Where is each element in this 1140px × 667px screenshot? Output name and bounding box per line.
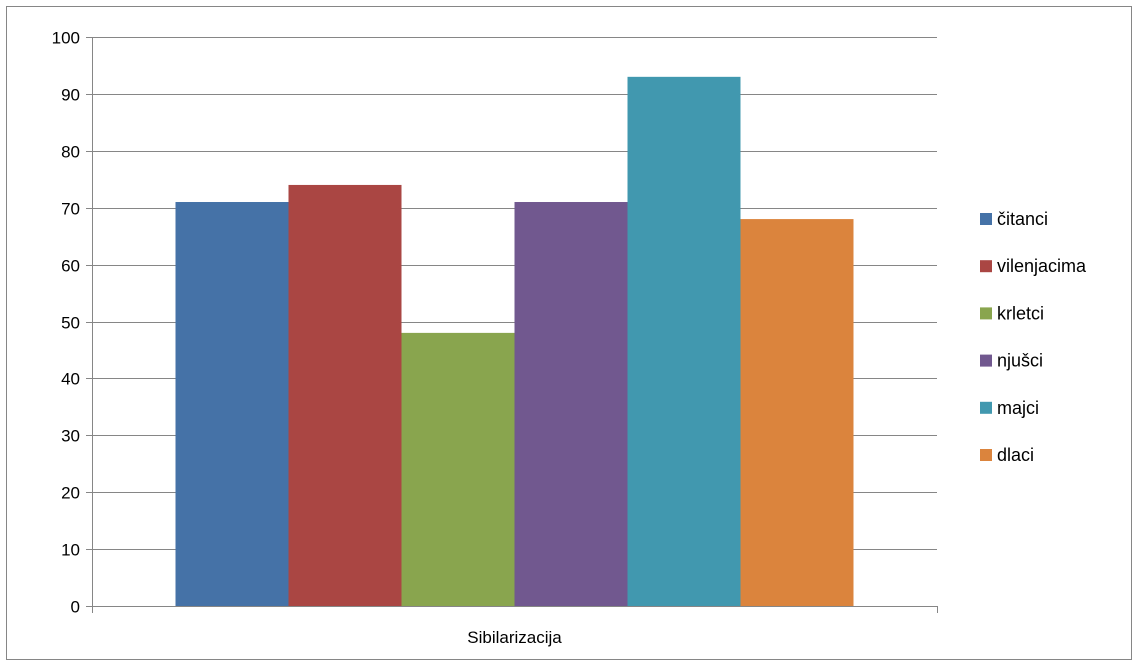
- legend: čitanci vilenjacima krletci njušci majci dlac…: [980, 209, 1087, 465]
- legend-label: čitanci: [997, 209, 1048, 229]
- y-tick-label: 100: [52, 29, 80, 48]
- legend-label: njušci: [997, 351, 1043, 371]
- y-tick-label: 20: [61, 484, 80, 503]
- legend-swatch-čitanci: [980, 213, 992, 225]
- y-tick-labels: 0 10 20 30 40 50 60 70 80 90 100: [52, 29, 80, 617]
- legend-swatch-njušci: [980, 354, 992, 367]
- legend-swatch-majci: [980, 401, 992, 414]
- bar-čitanci: [175, 202, 289, 606]
- y-tick-label: 90: [61, 86, 80, 105]
- y-tick-label: 50: [61, 314, 80, 333]
- bar-krletci: [401, 332, 515, 606]
- legend-label: vilenjacima: [997, 256, 1087, 276]
- bar-vilenjacima: [288, 184, 402, 606]
- y-tick-label: 0: [71, 598, 80, 617]
- x-tick-labels: Sibilarizacija: [467, 628, 562, 647]
- y-tick-label: 40: [61, 370, 80, 389]
- x-tick-label: Sibilarizacija: [467, 628, 562, 647]
- axes: [86, 37, 938, 613]
- legend-label: krletci: [997, 303, 1044, 323]
- bars: [175, 76, 854, 606]
- y-tick-label: 10: [61, 541, 80, 560]
- bar-njušci: [514, 202, 628, 606]
- bar-majci: [627, 76, 741, 606]
- y-tick-label: 30: [61, 427, 80, 446]
- bar-dlaci: [740, 219, 854, 606]
- legend-swatch-vilenjacima: [980, 260, 992, 273]
- legend-label: dlaci: [997, 445, 1034, 465]
- y-tick-label: 80: [61, 143, 80, 162]
- legend-swatch-krletci: [980, 307, 992, 320]
- legend-swatch-dlaci: [980, 449, 992, 461]
- legend-label: majci: [997, 398, 1039, 418]
- y-tick-label: 60: [61, 257, 80, 276]
- y-tick-label: 70: [61, 200, 80, 219]
